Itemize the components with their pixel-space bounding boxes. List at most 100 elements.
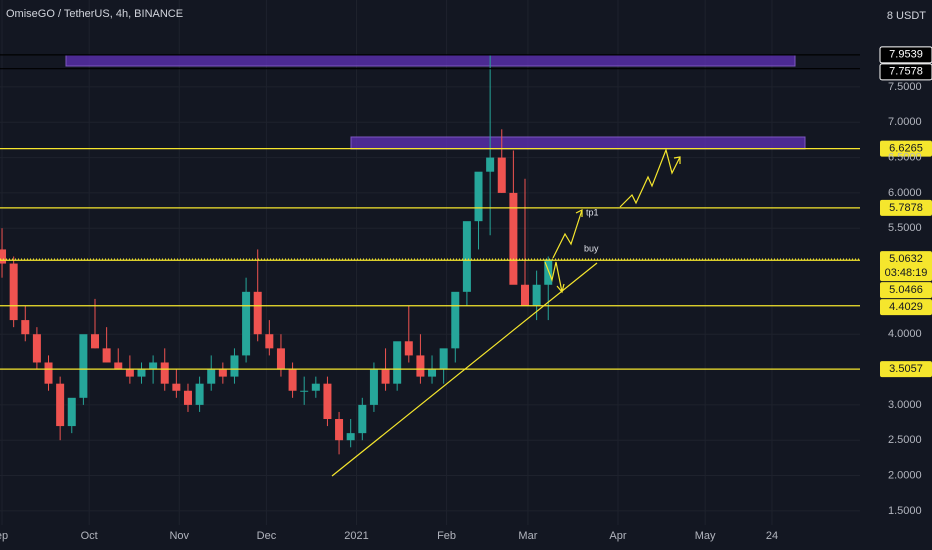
y-tick-label: 5.5000 xyxy=(888,222,922,234)
x-tick-label: 2021 xyxy=(344,530,368,542)
supply-zone xyxy=(65,54,796,67)
candle-body xyxy=(276,348,285,370)
candle-body xyxy=(428,369,437,377)
grid xyxy=(0,0,860,525)
candle-body xyxy=(323,383,332,420)
price-label: 7.7578 xyxy=(889,66,923,78)
candle-body xyxy=(369,369,378,405)
candles xyxy=(0,55,553,455)
chart-title: OmiseGO / TetherUS, 4h, BINANCE xyxy=(6,8,183,20)
y-tick-label: 6.0000 xyxy=(888,187,922,199)
y-tick-label: 2.0000 xyxy=(888,469,922,481)
candle-body xyxy=(21,320,30,335)
projection-path xyxy=(552,209,583,259)
candle-body xyxy=(218,369,227,377)
y-tick-label: 2.5000 xyxy=(888,434,922,446)
candle-body xyxy=(195,383,204,405)
y-tick-label: 1.5000 xyxy=(888,505,922,517)
price-label: 6.6265 xyxy=(889,143,923,155)
candle-body xyxy=(67,397,76,427)
candle-body xyxy=(462,221,471,292)
price-label-box xyxy=(880,361,932,378)
y-tick-label: 3.0000 xyxy=(888,399,922,411)
y-tick-label: 7.0000 xyxy=(888,116,922,128)
price-label: 7.9539 xyxy=(889,49,923,61)
candle-body xyxy=(335,419,344,441)
price-label: 4.4029 xyxy=(889,301,923,313)
price-label-box xyxy=(880,282,932,299)
arrow-head xyxy=(673,156,681,164)
candle-body xyxy=(346,433,355,441)
candle-body xyxy=(149,362,158,370)
price-label-box xyxy=(879,46,932,64)
candle-body xyxy=(102,348,111,363)
annotation: buy xyxy=(584,243,599,253)
candle-body xyxy=(265,334,274,349)
candle-body xyxy=(404,341,413,356)
candle-body xyxy=(358,404,367,434)
candle-body xyxy=(114,362,123,370)
levels: 7.9539 7.7578 6.6265 5.7878 5.0632 03:48:19 5.… xyxy=(0,46,932,378)
candle-body xyxy=(0,249,7,264)
candle-body xyxy=(416,355,425,377)
candle-body xyxy=(91,334,100,349)
candle-body xyxy=(486,157,495,172)
candle-body xyxy=(288,369,297,391)
price-label-box xyxy=(879,63,932,81)
candle-body xyxy=(300,390,309,392)
price-label-box xyxy=(880,251,932,282)
candle-body xyxy=(242,291,251,356)
x-tick-label: Feb xyxy=(437,530,456,542)
x-tick-label: 24 xyxy=(766,530,778,542)
candle-body xyxy=(44,362,53,384)
candle-body xyxy=(544,259,553,285)
price-label-box xyxy=(880,299,932,316)
price-label: 5.0466 xyxy=(889,284,923,296)
candle-body xyxy=(521,284,530,306)
candle-body xyxy=(137,369,146,377)
x-tick-label: Mar xyxy=(518,530,537,542)
candle-body xyxy=(230,355,239,377)
price-label: 3.5057 xyxy=(889,363,923,375)
price-label-box xyxy=(880,140,932,157)
annotation: tp1 xyxy=(586,207,599,217)
arrow-head xyxy=(575,209,583,217)
x-tick-label: ep xyxy=(0,530,8,542)
candle-body xyxy=(56,383,65,427)
candle-body xyxy=(474,171,483,222)
candle-body xyxy=(9,263,18,321)
candle-body xyxy=(509,192,518,285)
y-tick-label: 7.5000 xyxy=(888,81,922,93)
x-tick-label: May xyxy=(695,530,716,542)
x-tick-label: Apr xyxy=(609,530,626,542)
candle-body xyxy=(183,390,192,405)
candle-body xyxy=(497,157,506,193)
arrow-head xyxy=(556,283,565,294)
candle-body xyxy=(207,369,216,384)
x-tick-label: Oct xyxy=(81,530,98,542)
countdown: 03:48:19 xyxy=(885,267,928,279)
price-label: 5.0632 xyxy=(889,253,923,265)
candle-body xyxy=(451,291,460,349)
candle-body xyxy=(79,334,88,398)
trend-line xyxy=(331,262,598,477)
supply-zone xyxy=(350,136,806,150)
candle-body xyxy=(393,341,402,384)
candle-body xyxy=(125,369,134,377)
x-tick-label: Nov xyxy=(169,530,189,542)
x-tick-label: Dec xyxy=(257,530,277,542)
y-tick-label: 6.5000 xyxy=(888,151,922,163)
projection-path xyxy=(619,148,681,208)
price-label: 5.7878 xyxy=(889,202,923,214)
y-tick-label: 4.0000 xyxy=(888,328,922,340)
candle-body xyxy=(381,369,390,384)
candle-body xyxy=(253,291,262,335)
projection-path xyxy=(544,261,563,293)
candle-body xyxy=(311,383,320,391)
candle-body xyxy=(172,383,181,391)
unit-label: 8 USDT xyxy=(887,10,926,22)
candle-body xyxy=(532,284,541,306)
candle-body xyxy=(160,362,169,384)
candle-body xyxy=(32,334,41,363)
